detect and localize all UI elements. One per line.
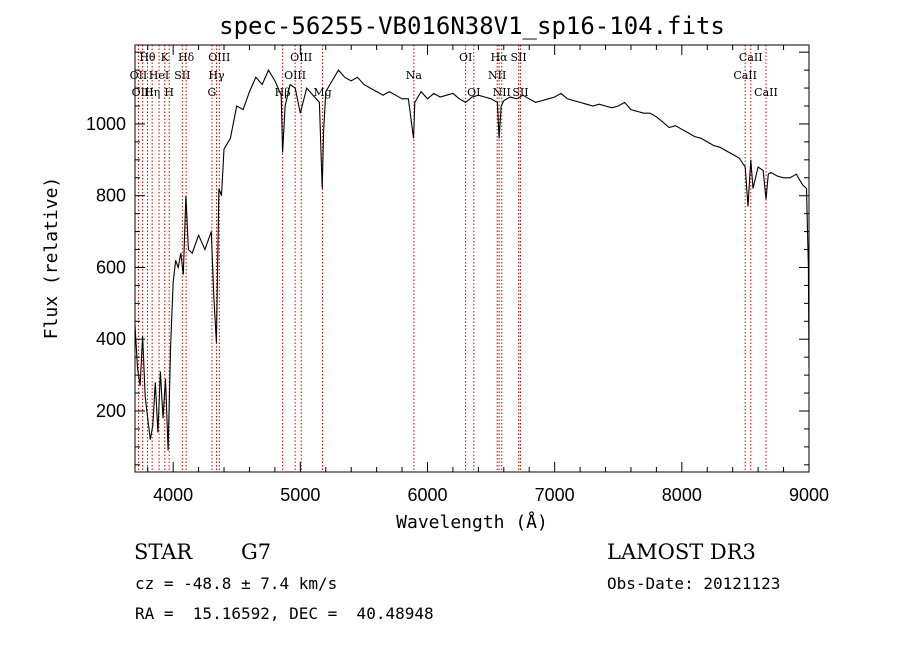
spectral-line-label: OIII	[132, 86, 154, 99]
spectral-line-label: NII	[493, 86, 511, 99]
x-tick-label: 7000	[535, 485, 575, 505]
spectral-line-markers	[137, 45, 767, 472]
ra-dec: RA = 15.16592, DEC = 40.48948	[135, 604, 434, 623]
spectral-line-label: OIII	[290, 51, 312, 64]
spectral-line-label: CaII	[733, 69, 757, 82]
spectral-line-label: OII	[130, 69, 148, 82]
spectral-line-label: Hα	[491, 51, 509, 64]
spectral-line-label: Hθ	[139, 51, 156, 64]
y-tick-label: 600	[96, 257, 126, 277]
object-class: STAR	[134, 540, 193, 564]
spectral-line-label: Na	[406, 69, 423, 82]
spectrum-line	[134, 68, 810, 451]
chart-title: spec-56255-VB016N38V1_sp16-104.fits	[219, 12, 725, 40]
x-tick-label: 9000	[789, 485, 829, 505]
spectral-line-label: SII	[174, 69, 190, 82]
x-tick-label: 6000	[407, 485, 447, 505]
x-tick-label: 5000	[280, 485, 320, 505]
plot-frame	[134, 44, 810, 473]
spectral-line-label: OIII	[208, 51, 230, 64]
object-subclass: G7	[241, 540, 272, 564]
survey-name: LAMOST DR3	[607, 540, 756, 564]
spectral-line-label: Mg	[313, 86, 331, 99]
spectral-line-label: OIII	[284, 69, 306, 82]
spectral-line-label: Hγ	[208, 69, 225, 82]
spectral-line-label: H	[164, 86, 174, 99]
x-axis-ticks: 4000 5000 6000 7000 8000 9000	[147, 45, 829, 505]
y-axis-ticks: 200 400 600 800 1000	[86, 51, 809, 466]
spectral-line-label: G	[208, 86, 217, 99]
y-tick-label: 800	[96, 186, 126, 206]
spectral-line-label: OI	[459, 51, 472, 64]
y-tick-label: 1000	[86, 114, 126, 134]
spectral-line-label: SII	[511, 51, 527, 64]
y-tick-label: 200	[96, 401, 126, 421]
spectral-line-label: NII	[488, 69, 506, 82]
spectral-line-label: Hη	[144, 86, 160, 99]
redshift-info: cz = -48.8 ± 7.4 km/s	[135, 574, 338, 593]
obs-date: Obs-Date: 20121123	[607, 574, 781, 593]
spectral-line-label: HeI	[149, 69, 169, 82]
y-tick-label: 400	[96, 329, 126, 349]
spectral-line-label: K	[161, 51, 170, 64]
x-tick-label: 4000	[153, 485, 193, 505]
spectral-line-label: CaII	[754, 86, 778, 99]
x-tick-label: 8000	[662, 485, 702, 505]
spectral-line-label: Hδ	[178, 51, 195, 64]
x-axis-label: Wavelength (Å)	[396, 511, 548, 533]
spectral-line-label: CaII	[739, 51, 763, 64]
y-axis-label: Flux (relative)	[41, 177, 62, 340]
